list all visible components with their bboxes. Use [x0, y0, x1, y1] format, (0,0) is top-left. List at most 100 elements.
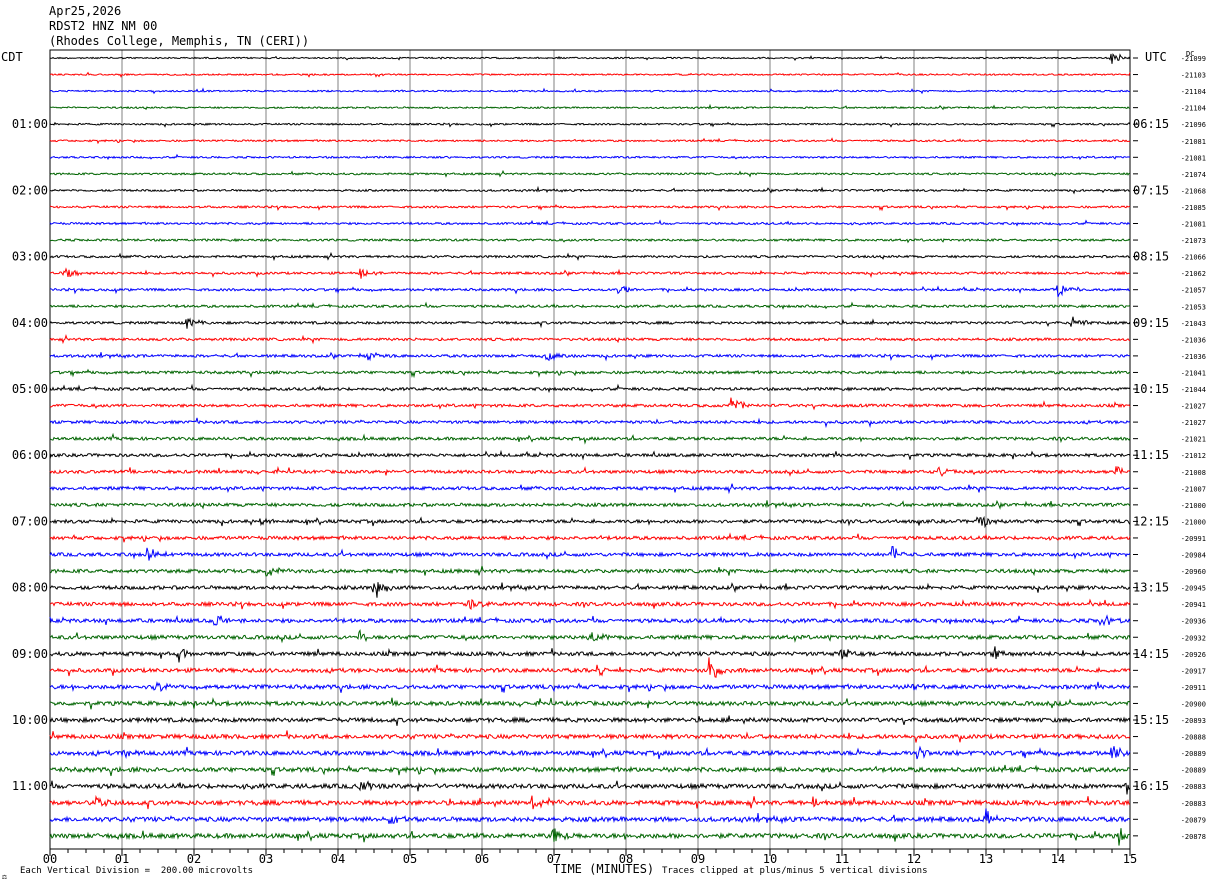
trace-42	[49, 730, 1131, 743]
dc-offset-label: -20900	[1181, 700, 1206, 708]
trace-11	[49, 219, 1131, 227]
dc-offset-label: -21073	[1181, 237, 1206, 245]
dc-offset-label: -21104	[1181, 105, 1206, 113]
plot-frame	[49, 49, 1131, 850]
x-tick-label: 04	[331, 852, 345, 866]
trace-40	[49, 697, 1131, 710]
trace-20	[49, 368, 1131, 379]
trace-36	[49, 629, 1131, 644]
trace-5	[49, 121, 1131, 128]
left-hour-label: 07:00	[12, 514, 48, 528]
dc-offset-label: -21036	[1181, 353, 1206, 361]
left-hour-label: 10:00	[12, 713, 48, 727]
dc-offset-label: -21000	[1181, 502, 1206, 510]
trace-41	[49, 715, 1131, 726]
dc-offset-label: -20879	[1181, 816, 1206, 824]
dc-offset-label: -21057	[1181, 287, 1206, 295]
scale-note: Each Vertical Division = 200.00 microvol…	[20, 866, 253, 876]
trace-24	[49, 432, 1131, 445]
chart-date: Apr25,2026	[49, 4, 122, 18]
dc-offset-label: -20936	[1181, 618, 1206, 626]
dc-offset-label: -21008	[1181, 469, 1206, 477]
trace-37	[49, 646, 1131, 663]
trace-39	[49, 681, 1131, 693]
dc-offset-label: -21021	[1181, 436, 1206, 444]
right-hour-label: 08:15	[1133, 250, 1169, 264]
trace-3	[49, 87, 1131, 95]
trace-31	[49, 546, 1131, 561]
trace-23	[49, 417, 1131, 429]
trace-10	[49, 204, 1131, 212]
dc-offset-label: -21081	[1181, 221, 1206, 229]
x-tick-label: 07	[547, 852, 561, 866]
dc-offset-label: -20911	[1181, 684, 1206, 692]
trace-22	[49, 397, 1131, 411]
trace-8	[49, 169, 1131, 178]
right-hour-label: 10:15	[1133, 382, 1169, 396]
left-timezone-label: CDT	[1, 50, 23, 64]
trace-17	[49, 316, 1131, 329]
clip-note: Traces clipped at plus/minus 5 vertical …	[662, 866, 928, 876]
x-tick-label: 13	[979, 852, 993, 866]
trace-19	[49, 351, 1131, 362]
dc-offset-label: -21041	[1181, 369, 1206, 377]
trace-2	[49, 71, 1131, 78]
trace-14	[49, 267, 1131, 279]
left-hour-label: 03:00	[12, 250, 48, 264]
dc-offset-label: -21036	[1181, 336, 1206, 344]
right-timezone-label: UTC	[1145, 50, 1167, 64]
x-tick-label: 15	[1123, 852, 1137, 866]
dc-offset-label: -21081	[1181, 154, 1206, 162]
x-tick-label: 12	[907, 852, 921, 866]
dc-offset-label: -20889	[1181, 767, 1206, 775]
trace-27	[49, 483, 1131, 495]
trace-30	[49, 532, 1131, 543]
trace-43	[49, 745, 1131, 760]
trace-6	[49, 137, 1131, 145]
dc-offset-label: -20926	[1181, 651, 1206, 659]
dc-offset-label: -21104	[1181, 88, 1206, 96]
dc-offset-label: -21044	[1181, 386, 1206, 394]
x-tick-label: 14	[1051, 852, 1065, 866]
left-hour-label: 04:00	[12, 316, 48, 330]
trace-4	[49, 103, 1131, 111]
left-hour-label: 08:00	[12, 581, 48, 595]
trace-28	[49, 499, 1131, 510]
dc-offset-label: -21012	[1181, 452, 1206, 460]
trace-35	[49, 614, 1131, 627]
x-tick-label: 11	[835, 852, 849, 866]
dc-offset-label: -20945	[1181, 585, 1206, 593]
trace-33	[49, 582, 1131, 598]
dc-offset-label: -20932	[1181, 634, 1206, 642]
dc-offset-label: -20917	[1181, 667, 1206, 675]
left-hour-label: 11:00	[12, 779, 48, 793]
trace-34	[49, 598, 1131, 611]
right-hour-label: 06:15	[1133, 117, 1169, 131]
right-hour-label: 11:15	[1133, 448, 1169, 462]
trace-47	[49, 808, 1131, 825]
dc-offset-label: -21068	[1181, 187, 1206, 195]
corner-mark: ⚖	[2, 872, 7, 881]
dc-offset-label: -20883	[1181, 783, 1206, 791]
dc-offset-label: -21007	[1181, 485, 1206, 493]
trace-1	[49, 53, 1131, 64]
trace-25	[49, 449, 1131, 461]
left-hour-label: 02:00	[12, 183, 48, 197]
x-tick-label: 06	[475, 852, 489, 866]
trace-44	[49, 764, 1131, 777]
right-hour-label: 15:15	[1133, 713, 1169, 727]
dc-offset-label: -20941	[1181, 601, 1206, 609]
dc-offset-label: -21000	[1181, 518, 1206, 526]
dc-offset-label: -21085	[1181, 204, 1206, 212]
left-hour-label: 06:00	[12, 448, 48, 462]
x-tick-label: 10	[763, 852, 777, 866]
trace-21	[49, 383, 1131, 394]
dc-offset-label: -21081	[1181, 138, 1206, 146]
trace-15	[49, 285, 1131, 298]
x-tick-label: 02	[187, 852, 201, 866]
x-tick-label: 09	[691, 852, 705, 866]
trace-12	[50, 237, 1131, 244]
trace-32	[49, 565, 1131, 577]
trace-13	[49, 251, 1131, 262]
